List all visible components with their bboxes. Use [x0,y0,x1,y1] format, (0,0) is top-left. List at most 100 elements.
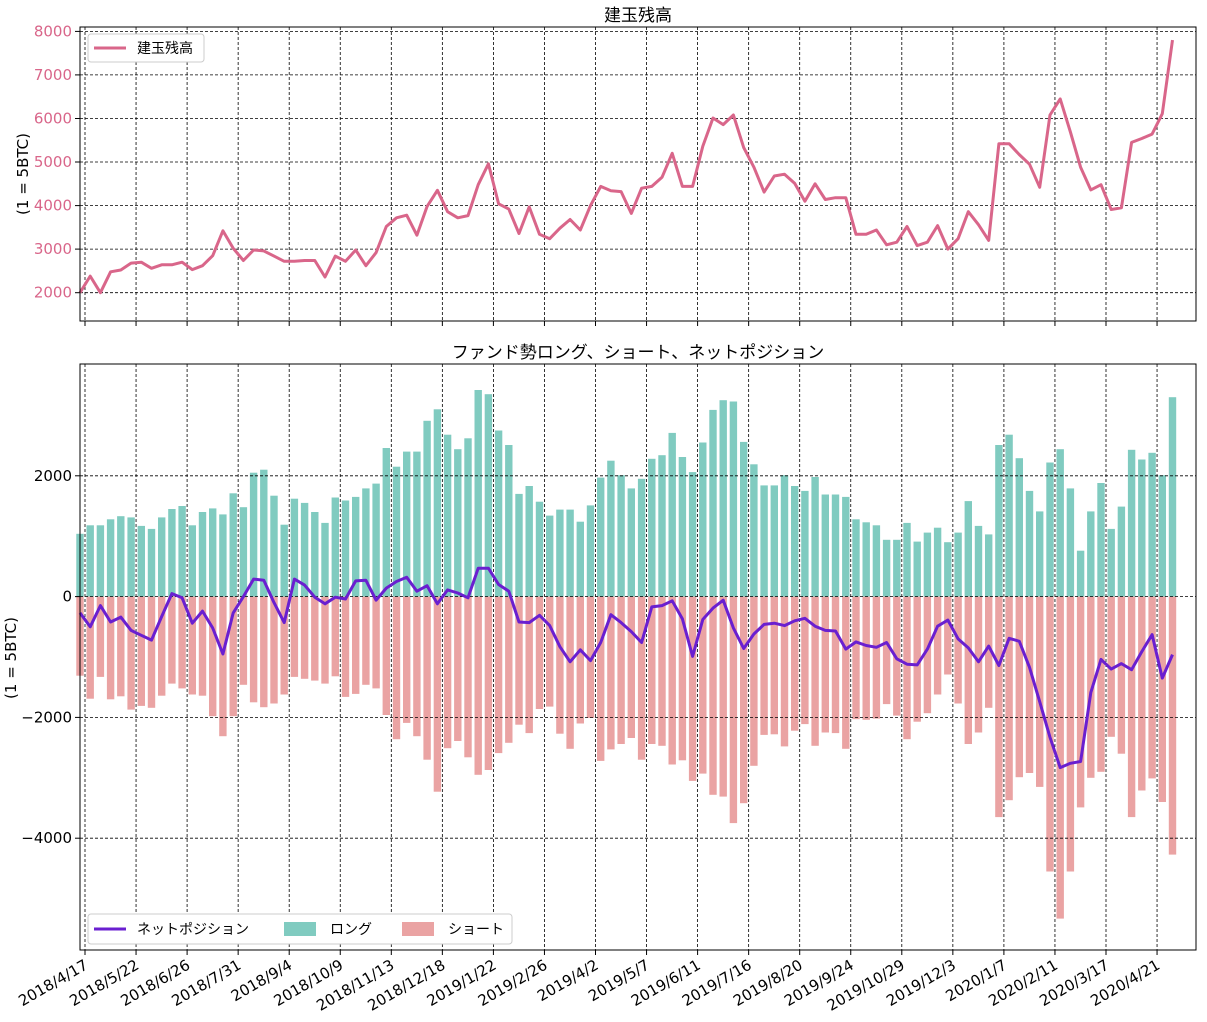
long-bar [801,490,809,597]
long-bar [1158,475,1166,597]
short-bar [117,596,125,697]
short-bar [1056,596,1064,919]
short-bar [1015,596,1023,778]
long-bar [484,394,493,597]
long-legend-swatch-icon [284,922,316,936]
long-bar [1036,511,1044,597]
short-bar [1066,596,1075,872]
short-bar [1036,596,1044,787]
short-bar [280,596,288,695]
short-bar [964,596,972,744]
long-bar [1168,397,1177,597]
long-bar [791,486,799,597]
short-bar [597,596,605,761]
short-bar [1107,596,1115,737]
short-bar [974,596,983,733]
long-bar [280,524,288,597]
long-bar [893,539,901,597]
short-bar [505,596,513,743]
long-bar [423,420,431,597]
long-bar [668,432,676,597]
long-bar [546,515,554,597]
short-bar [382,596,390,715]
long-bar [270,495,278,597]
long-bar [1138,459,1146,597]
long-bar [750,464,758,597]
long-bar [311,512,319,597]
short-bar [842,596,850,749]
long-bar [985,534,993,597]
short-bar [954,596,962,704]
long-bar [964,501,972,597]
long-bar [127,517,135,597]
net-position-legend-label: ネットポジション [137,922,249,938]
open-interest-frame [79,26,1197,322]
long-bar [678,457,687,597]
long-bar [780,475,789,597]
long-bar [1025,490,1034,597]
short-bar [678,596,687,761]
short-bar [576,596,584,724]
long-bar [658,455,666,597]
open-interest-y-label: (1 = 5BTC) [14,133,32,215]
short-bar [903,596,911,740]
long-bar [607,460,615,597]
long-bar [811,477,819,597]
open-interest-title: 建玉残高 [604,6,672,26]
fund-positions-y-tick-label: −4000 [21,829,72,847]
short-bar [637,596,646,760]
short-bar [913,596,921,722]
long-bar [117,516,125,597]
long-bar [178,506,186,597]
long-bar [86,525,94,597]
short-bar [852,596,860,720]
short-bar [627,596,635,738]
long-bar [331,497,339,597]
short-bar [96,596,105,677]
long-bar [740,441,748,597]
short-bar [546,596,554,707]
long-bar [454,449,462,597]
open-interest-line-layer [78,39,1174,295]
short-bar [1117,596,1126,754]
long-bar [586,505,595,597]
short-bar [372,596,380,689]
long-bar [158,517,166,597]
long-bar [106,519,115,597]
short-bar [158,596,166,696]
fund-positions-legend: ネットポジション ロング ショート [87,913,513,945]
long-bar [352,496,360,597]
long-bar [699,442,707,597]
short-bar [198,596,207,696]
short-bar [311,596,319,681]
long-bar [627,488,635,597]
short-bar [168,596,176,684]
short-bar [239,596,248,685]
long-bar [729,401,738,597]
open-interest-y-tick-label: 4000 [34,197,72,215]
long-bar [443,434,452,597]
short-bar [535,596,544,709]
long-bar [852,519,860,597]
long-bar [903,522,911,597]
short-bar [821,596,829,733]
long-bar [260,469,268,597]
long-bar [535,501,544,597]
open-interest-y-tick-label: 6000 [34,110,72,128]
long-bar [637,478,646,597]
short-bar [392,596,401,740]
long-bar [913,541,921,597]
open-interest-x-ticks [84,321,1158,326]
long-bar [576,521,584,597]
long-bar [821,494,829,597]
short-bar [413,596,421,737]
short-bar [209,596,217,717]
short-bar [290,596,299,677]
short-bar [352,596,360,694]
open-interest-line [78,39,1174,295]
short-bar [484,596,493,770]
open-interest-legend: 建玉残高 [87,33,205,63]
short-bar [1168,596,1177,855]
short-bar [862,596,870,720]
short-bar [362,596,370,685]
